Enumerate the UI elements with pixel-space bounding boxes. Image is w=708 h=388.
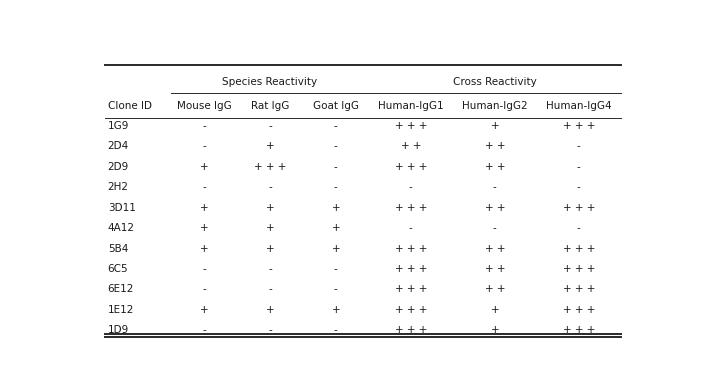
Text: 1D9: 1D9 xyxy=(108,326,129,335)
Text: +: + xyxy=(331,305,340,315)
Text: -: - xyxy=(577,141,581,151)
Text: + + +: + + + xyxy=(563,121,595,131)
Text: Human-IgG1: Human-IgG1 xyxy=(378,101,444,111)
Text: -: - xyxy=(268,182,272,192)
Text: 2H2: 2H2 xyxy=(108,182,129,192)
Text: +: + xyxy=(331,223,340,233)
Text: +: + xyxy=(491,305,499,315)
Text: + + +: + + + xyxy=(394,326,427,335)
Text: -: - xyxy=(268,264,272,274)
Text: +: + xyxy=(266,305,274,315)
Text: Human-IgG2: Human-IgG2 xyxy=(462,101,527,111)
Text: -: - xyxy=(268,326,272,335)
Text: -: - xyxy=(202,264,206,274)
Text: -: - xyxy=(334,162,338,171)
Text: 5B4: 5B4 xyxy=(108,244,128,253)
Text: -: - xyxy=(202,141,206,151)
Text: +: + xyxy=(331,244,340,253)
Text: -: - xyxy=(493,182,497,192)
Text: 2D9: 2D9 xyxy=(108,162,129,171)
Text: + +: + + xyxy=(484,162,505,171)
Text: +: + xyxy=(200,162,208,171)
Text: + + +: + + + xyxy=(253,162,286,171)
Text: Clone ID: Clone ID xyxy=(108,101,152,111)
Text: 4A12: 4A12 xyxy=(108,223,135,233)
Text: + +: + + xyxy=(401,141,421,151)
Text: Mouse IgG: Mouse IgG xyxy=(176,101,232,111)
Text: +: + xyxy=(266,244,274,253)
Text: -: - xyxy=(334,121,338,131)
Text: -: - xyxy=(409,182,413,192)
Text: -: - xyxy=(493,223,497,233)
Text: + + +: + + + xyxy=(394,203,427,213)
Text: + + +: + + + xyxy=(563,244,595,253)
Text: -: - xyxy=(334,182,338,192)
Text: -: - xyxy=(202,326,206,335)
Text: +: + xyxy=(200,244,208,253)
Text: Rat IgG: Rat IgG xyxy=(251,101,289,111)
Text: -: - xyxy=(577,182,581,192)
Text: +: + xyxy=(331,203,340,213)
Text: +: + xyxy=(266,223,274,233)
Text: -: - xyxy=(202,121,206,131)
Text: -: - xyxy=(202,284,206,294)
Text: + + +: + + + xyxy=(394,264,427,274)
Text: -: - xyxy=(334,326,338,335)
Text: 2D4: 2D4 xyxy=(108,141,129,151)
Text: + + +: + + + xyxy=(394,305,427,315)
Text: + + +: + + + xyxy=(394,284,427,294)
Text: + + +: + + + xyxy=(394,162,427,171)
Text: +: + xyxy=(200,305,208,315)
Text: + +: + + xyxy=(484,284,505,294)
Text: +: + xyxy=(200,203,208,213)
Text: + + +: + + + xyxy=(563,203,595,213)
Text: -: - xyxy=(577,162,581,171)
Text: Human-IgG4: Human-IgG4 xyxy=(546,101,612,111)
Text: + + +: + + + xyxy=(394,244,427,253)
Text: + + +: + + + xyxy=(563,326,595,335)
Text: 6C5: 6C5 xyxy=(108,264,128,274)
Text: + +: + + xyxy=(484,141,505,151)
Text: Cross Reactivity: Cross Reactivity xyxy=(453,78,537,87)
Text: -: - xyxy=(268,284,272,294)
Text: +: + xyxy=(266,203,274,213)
Text: 3D11: 3D11 xyxy=(108,203,135,213)
Text: -: - xyxy=(202,182,206,192)
Text: -: - xyxy=(409,223,413,233)
Text: 1E12: 1E12 xyxy=(108,305,134,315)
Text: Species Reactivity: Species Reactivity xyxy=(222,78,317,87)
Text: 6E12: 6E12 xyxy=(108,284,134,294)
Text: Goat IgG: Goat IgG xyxy=(313,101,359,111)
Text: + +: + + xyxy=(484,203,505,213)
Text: -: - xyxy=(334,141,338,151)
Text: + + +: + + + xyxy=(563,264,595,274)
Text: + +: + + xyxy=(484,244,505,253)
Text: -: - xyxy=(334,284,338,294)
Text: -: - xyxy=(334,264,338,274)
Text: + + +: + + + xyxy=(563,305,595,315)
Text: +: + xyxy=(200,223,208,233)
Text: 1G9: 1G9 xyxy=(108,121,129,131)
Text: +: + xyxy=(491,121,499,131)
Text: + + +: + + + xyxy=(563,284,595,294)
Text: +: + xyxy=(491,326,499,335)
Text: + + +: + + + xyxy=(394,121,427,131)
Text: + +: + + xyxy=(484,264,505,274)
Text: -: - xyxy=(268,121,272,131)
Text: +: + xyxy=(266,141,274,151)
Text: -: - xyxy=(577,223,581,233)
